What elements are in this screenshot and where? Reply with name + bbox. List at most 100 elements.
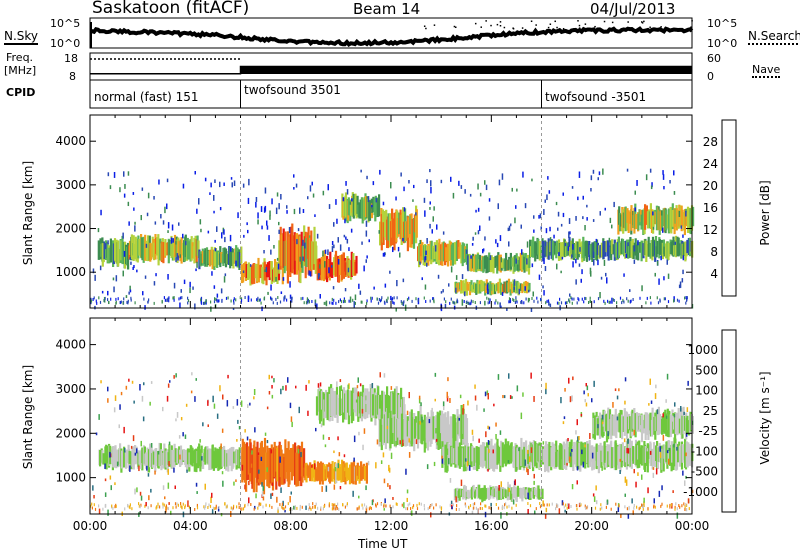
scatter-cell: [316, 303, 318, 310]
fringe-cell: [431, 503, 433, 507]
fringe-cell: [370, 299, 372, 303]
data-cell: [661, 448, 664, 470]
scatter-cell: [324, 261, 326, 268]
noise-search-point: [485, 20, 487, 22]
fringe-cell: [277, 507, 279, 511]
fringe-cell: [329, 301, 331, 305]
scatter-cell: [232, 307, 235, 311]
data-cell: [617, 236, 620, 258]
scatter-cell: [379, 169, 381, 175]
data-cell: [102, 453, 105, 465]
data-cell: [181, 450, 184, 465]
fringe-cell: [570, 505, 572, 508]
fringe-cell: [445, 300, 447, 304]
fringe-cell: [335, 507, 337, 511]
scatter-cell: [484, 180, 486, 185]
data-cell: [494, 486, 497, 498]
scatter-cell: [332, 286, 335, 290]
data-cell: [221, 447, 224, 467]
noise-search-point: [454, 26, 457, 29]
fringe-cell: [495, 299, 497, 303]
fringe-cell: [616, 301, 618, 305]
data-cell: [193, 237, 196, 264]
data-cell: [624, 240, 627, 254]
data-cell: [665, 413, 668, 437]
data-cell: [633, 408, 636, 436]
data-cell: [337, 257, 340, 283]
data-cell: [201, 250, 204, 264]
fringe-cell: [308, 300, 310, 304]
fringe-cell: [332, 505, 334, 509]
data-cell: [328, 464, 332, 484]
fringe-cell: [203, 301, 205, 305]
noise-tick-right-top: 10^5: [707, 17, 738, 30]
data-cell: [554, 242, 557, 255]
data-cell: [323, 399, 326, 419]
fringe-cell: [314, 505, 316, 509]
fringe-cell: [623, 300, 625, 304]
data-cell: [683, 416, 687, 431]
fringe-cell: [520, 300, 522, 304]
scatter-cell: [220, 288, 223, 294]
scatter-cell: [199, 219, 202, 225]
scatter-cell: [338, 452, 341, 457]
fringe-cell: [115, 301, 117, 305]
scatter-cell: [383, 373, 386, 378]
data-cell: [652, 210, 655, 227]
scatter-cell: [436, 224, 438, 230]
data-cell: [687, 210, 690, 233]
scatter-cell: [236, 399, 239, 406]
scatter-cell: [127, 201, 130, 207]
noise-search-point: [499, 24, 502, 27]
data-cell: [365, 462, 368, 484]
scatter-cell: [478, 438, 480, 443]
scatter-cell: [286, 210, 288, 214]
scatter-cell: [308, 380, 310, 384]
fringe-cell: [685, 503, 687, 506]
scatter-cell: [147, 192, 150, 199]
scatter-cell: [571, 449, 573, 452]
scatter-cell: [526, 467, 528, 473]
scatter-cell: [337, 259, 340, 265]
scatter-cell: [136, 487, 138, 493]
scatter-cell: [633, 259, 636, 264]
scatter-cell: [125, 295, 128, 298]
fringe-cell: [565, 503, 567, 507]
data-cell: [214, 248, 218, 267]
scatter-cell: [127, 171, 130, 176]
scatter-cell: [155, 273, 157, 277]
fringe-cell: [343, 300, 345, 304]
data-cell: [238, 447, 241, 469]
fringe-cell: [601, 506, 603, 510]
data-cell: [638, 209, 641, 226]
data-cell: [186, 237, 189, 260]
scatter-cell: [214, 239, 216, 243]
fringe-cell: [343, 299, 345, 303]
scatter-cell: [571, 186, 574, 189]
data-cell: [538, 241, 541, 261]
fringe-cell: [412, 506, 414, 510]
fringe-cell: [180, 502, 182, 505]
scatter-cell: [207, 230, 210, 234]
scatter-cell: [493, 403, 495, 407]
data-cell: [508, 445, 511, 465]
data-cell: [646, 443, 649, 473]
scatter-cell: [586, 249, 588, 253]
data-cell: [361, 198, 364, 224]
scatter-cell: [223, 182, 225, 186]
scatter-cell: [429, 207, 431, 210]
scatter-cell: [98, 414, 100, 420]
data-cell: [487, 284, 490, 293]
scatter-cell: [331, 265, 333, 268]
scatter-cell: [435, 428, 437, 434]
scatter-cell: [162, 220, 165, 225]
noise-search-point: [499, 21, 502, 23]
fringe-cell: [452, 503, 454, 507]
scatter-cell: [337, 436, 339, 441]
data-cell: [256, 441, 259, 483]
fringe-cell: [354, 301, 356, 305]
data-cell: [600, 242, 603, 258]
scatter-cell: [627, 514, 630, 519]
scatter-cell: [122, 270, 124, 277]
data-cell: [497, 445, 500, 464]
